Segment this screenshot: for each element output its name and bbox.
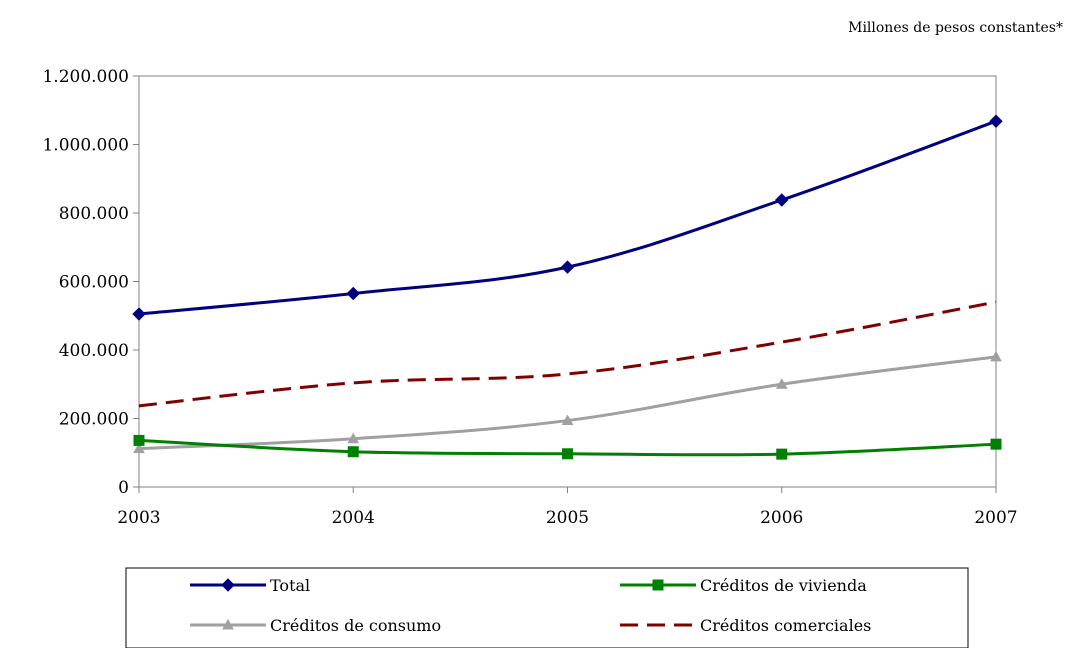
y-tick-label: 200.000 <box>59 410 129 430</box>
legend-item: Créditos comerciales <box>620 616 871 635</box>
series-line <box>138 119 997 316</box>
plot-area <box>138 75 997 488</box>
unit-note: Millones de pesos constantes* <box>848 20 1063 36</box>
x-tick-label: 2007 <box>974 508 1017 528</box>
y-tick-label: 800.000 <box>59 204 129 224</box>
x-tick-label: 2005 <box>546 508 589 528</box>
legend-box <box>125 567 969 648</box>
series-line <box>138 300 997 408</box>
data-point <box>346 286 360 301</box>
data-point <box>132 307 146 321</box>
data-point <box>347 446 359 458</box>
y-tick-label: 0 <box>118 478 129 498</box>
legend-item: Créditos de consumo <box>190 616 441 635</box>
data-point <box>775 378 788 389</box>
data-point <box>776 448 788 460</box>
data-point <box>990 438 1002 450</box>
data-point <box>562 448 573 460</box>
legend-label: Créditos de vivienda <box>700 576 867 595</box>
legend-label: Total <box>270 576 310 595</box>
legend-item: Total <box>190 576 310 595</box>
data-point <box>990 350 1002 362</box>
legend-marker <box>652 579 664 591</box>
legend-item: Créditos de vivienda <box>620 576 867 595</box>
data-point <box>561 414 574 426</box>
legend-label: Créditos de consumo <box>270 616 441 635</box>
y-tick-label: 1.000.000 <box>42 136 129 156</box>
series-layer <box>132 114 1003 460</box>
series-3 <box>133 350 1002 454</box>
series-1 <box>132 114 1003 321</box>
x-tick-label: 2003 <box>117 508 160 528</box>
data-point <box>133 442 145 454</box>
x-tick-label: 2006 <box>760 508 803 528</box>
data-point <box>560 260 575 274</box>
series-4 <box>138 300 997 408</box>
legend-marker <box>221 578 235 592</box>
legend-marker <box>222 618 234 630</box>
x-axis: 2003 2004 2005 2006 2007 <box>117 487 1018 528</box>
data-point <box>989 114 1003 128</box>
legend-label: Créditos comerciales <box>700 616 871 635</box>
data-point <box>133 434 145 446</box>
data-point <box>775 193 789 207</box>
x-tick-label: 2004 <box>332 508 375 528</box>
y-tick-label: 400.000 <box>59 341 129 361</box>
legend: Total Créditos de vivienda Créditos de con… <box>125 567 969 648</box>
y-tick-label: 1.200.000 <box>42 67 129 87</box>
series-line <box>138 355 997 451</box>
series-2 <box>133 434 1002 460</box>
y-tick-label: 600.000 <box>59 273 129 293</box>
data-point <box>347 432 360 444</box>
y-axis: 0 200.000 400.000 600.000 800.000 1.000.000 1.… <box>42 67 139 498</box>
